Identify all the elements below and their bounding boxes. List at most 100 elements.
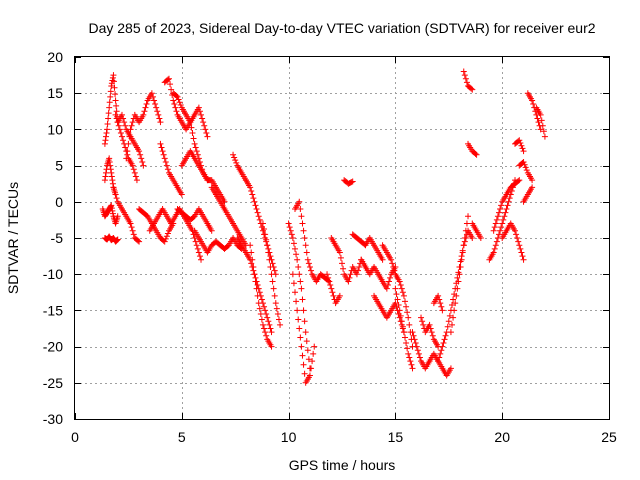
- data-point: [296, 198, 303, 205]
- data-point: [174, 93, 181, 100]
- data-point: [262, 329, 269, 336]
- y-tick-label: -5: [51, 230, 64, 246]
- data-point: [263, 236, 270, 243]
- data-point: [336, 292, 343, 299]
- data-point: [261, 225, 268, 232]
- data-point: [250, 195, 257, 202]
- data-point: [515, 238, 522, 245]
- series-arc-u: [247, 242, 275, 350]
- data-point: [131, 169, 138, 176]
- data-point: [108, 82, 115, 89]
- series-arc-d: [101, 233, 121, 245]
- plot-area-border: [74, 56, 610, 420]
- data-point: [285, 220, 292, 227]
- data-point: [427, 325, 434, 332]
- data-point: [198, 256, 205, 263]
- x-tick-label: 10: [281, 429, 297, 445]
- data-point: [452, 300, 459, 307]
- data-point: [520, 148, 527, 155]
- data-point: [458, 256, 465, 263]
- data-point: [454, 285, 461, 292]
- data-point: [304, 256, 311, 263]
- data-point: [403, 339, 410, 346]
- data-point: [104, 120, 111, 127]
- data-point: [113, 108, 120, 115]
- data-point: [469, 235, 476, 241]
- data-point: [535, 119, 542, 126]
- y-tick-label: 5: [55, 158, 63, 174]
- data-point: [300, 361, 307, 368]
- data-point: [277, 321, 284, 328]
- data-point: [127, 220, 134, 227]
- data-point: [402, 298, 409, 305]
- data-point: [337, 254, 344, 261]
- data-point: [468, 85, 475, 92]
- series-arc-ac: [349, 231, 386, 263]
- data-point: [340, 265, 347, 272]
- data-point: [349, 178, 356, 185]
- data-point: [274, 311, 281, 318]
- x-tick-label: 0: [71, 429, 79, 445]
- data-point: [111, 84, 118, 91]
- data-point: [299, 352, 306, 359]
- data-point: [109, 180, 116, 187]
- data-point: [199, 115, 206, 122]
- data-point: [173, 108, 180, 115]
- data-point: [356, 263, 363, 270]
- data-point: [328, 285, 335, 292]
- series-arc-c: [99, 202, 121, 227]
- data-point: [143, 101, 150, 108]
- data-point: [538, 117, 545, 124]
- data-point: [418, 314, 425, 321]
- data-point: [534, 115, 541, 122]
- data-point: [156, 115, 163, 122]
- data-point: [140, 162, 147, 169]
- data-point: [300, 307, 307, 314]
- data-point: [109, 74, 116, 81]
- data-point: [268, 343, 275, 350]
- data-point: [108, 202, 115, 209]
- data-point: [159, 148, 166, 155]
- data-point: [287, 227, 294, 234]
- series-arc-aa: [328, 235, 365, 285]
- data-point: [161, 238, 168, 245]
- axis-ticks: [75, 57, 610, 420]
- data-point: [153, 104, 160, 111]
- data-point: [106, 155, 113, 162]
- series-arc-ar: [499, 220, 527, 263]
- data-point: [129, 227, 136, 234]
- data-point: [268, 271, 275, 278]
- series-arc-ah: [409, 329, 454, 379]
- data-point: [142, 104, 149, 111]
- data-point: [506, 195, 513, 202]
- data-point: [249, 191, 256, 198]
- data-point: [109, 210, 116, 217]
- data-point: [306, 372, 313, 379]
- data-point: [290, 240, 297, 247]
- data-point: [271, 292, 278, 299]
- data-point: [447, 329, 454, 336]
- series-arc-g: [114, 111, 147, 169]
- data-point: [336, 249, 343, 256]
- data-point: [404, 309, 411, 316]
- data-point: [272, 300, 279, 307]
- y-tick-label: 15: [47, 85, 63, 101]
- data-point: [129, 119, 136, 126]
- data-point: [353, 271, 360, 278]
- data-point: [541, 133, 548, 140]
- data-point: [450, 296, 457, 303]
- data-point: [249, 256, 256, 263]
- data-point: [187, 119, 194, 126]
- data-point: [492, 242, 499, 249]
- data-point: [173, 92, 180, 99]
- data-point: [297, 334, 304, 341]
- data-point: [523, 167, 530, 174]
- y-tick-label: 20: [47, 49, 63, 65]
- data-point: [192, 144, 199, 151]
- data-point: [537, 126, 544, 133]
- data-point: [152, 101, 159, 108]
- data-point: [420, 321, 427, 328]
- data-point: [449, 321, 456, 328]
- data-point: [539, 122, 546, 129]
